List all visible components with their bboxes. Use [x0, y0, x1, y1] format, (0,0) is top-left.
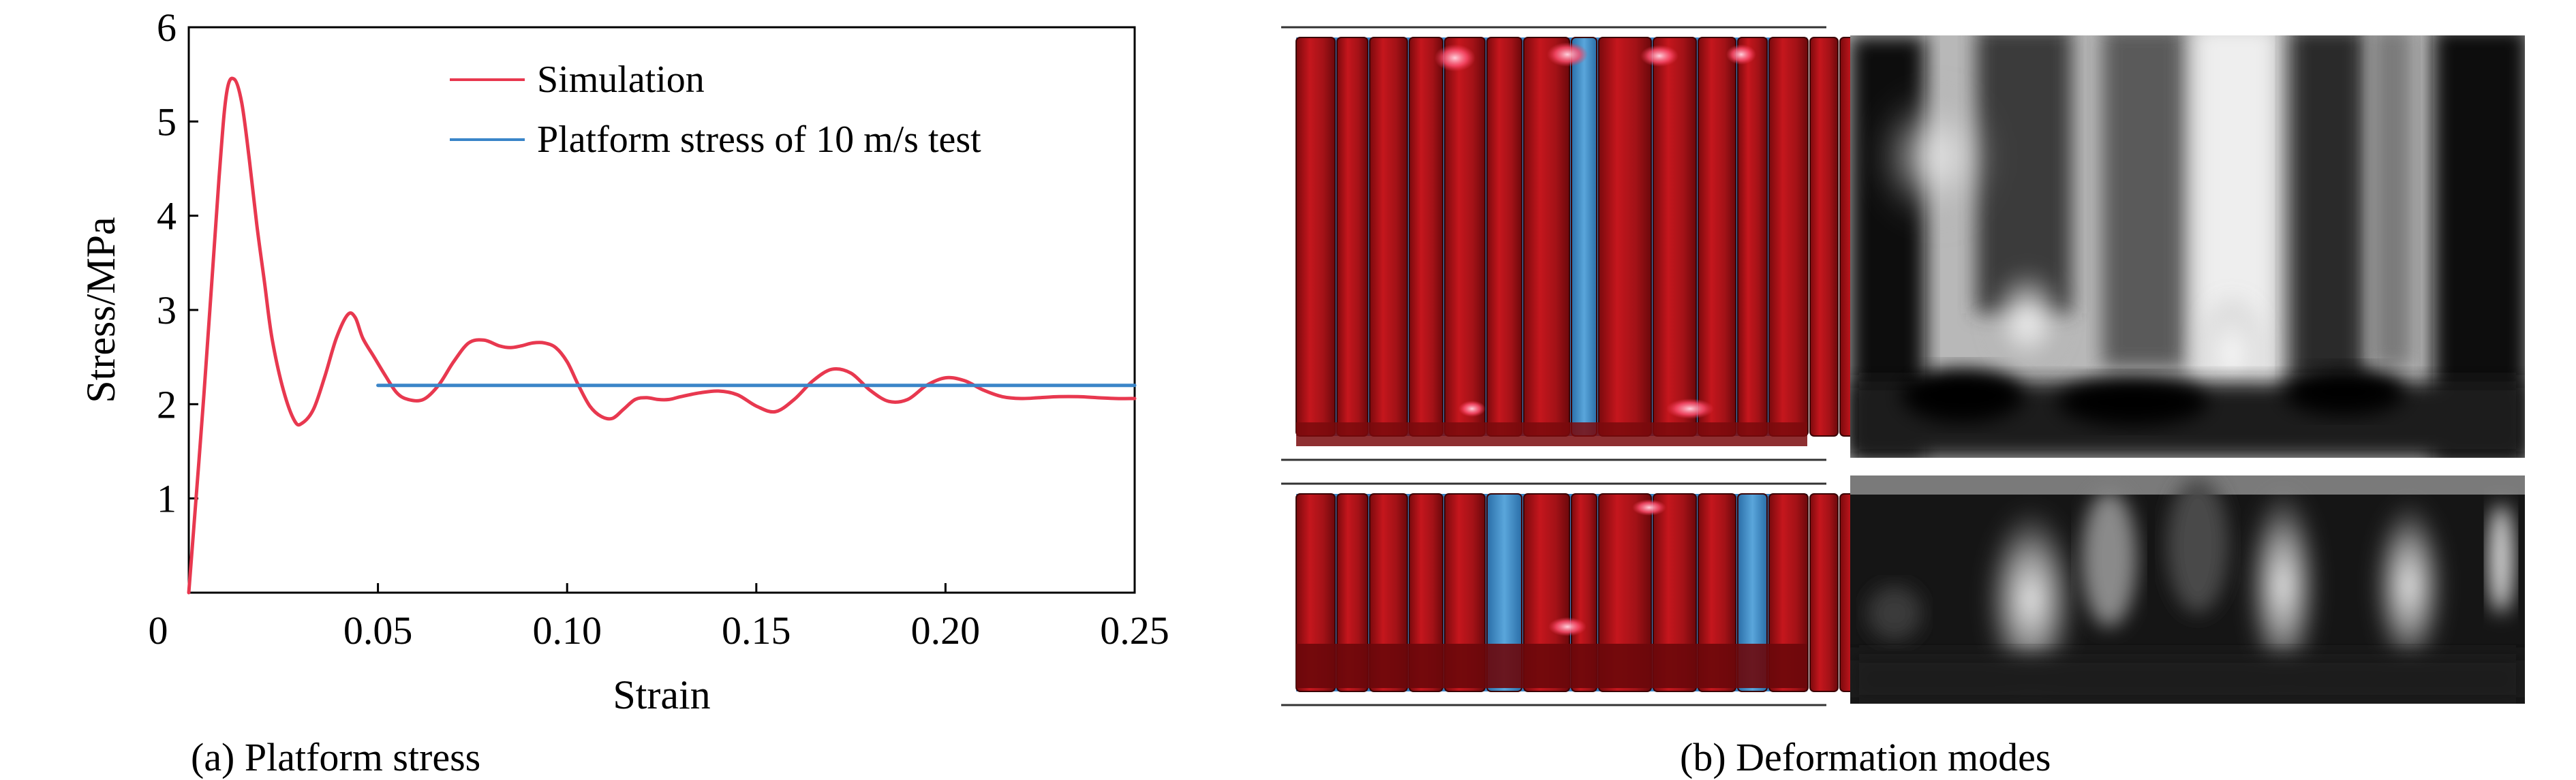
- y-tick-label: 4: [157, 194, 177, 238]
- experiment-image-top: [1850, 35, 2525, 458]
- cell-wall-strip: [1444, 37, 1486, 437]
- y-axis-ticks: 1 2 3 4 5 6 0: [149, 5, 198, 653]
- cell-wall-strip: [1486, 37, 1522, 437]
- cell-wall-strip: [1809, 37, 1839, 437]
- cell-wall-strip: [1295, 493, 1336, 692]
- simulation-series-line: [187, 76, 1137, 595]
- x-tick-label: 0.20: [911, 608, 981, 653]
- cell-wall-strip: [1598, 493, 1652, 692]
- deformation-modes-panel: [1281, 26, 2525, 706]
- cell-wall-strip: [1598, 37, 1652, 437]
- panel-b-caption: (b) Deformation modes: [1680, 735, 2051, 779]
- y-tick-label: 2: [157, 382, 177, 426]
- x-axis-label: Strain: [613, 672, 710, 717]
- cell-wall-strip: [1409, 493, 1443, 692]
- cell-wall-strips: [1295, 493, 1874, 692]
- cell-wall-strip: [1369, 493, 1408, 692]
- cell-wall-strip: [1809, 493, 1839, 692]
- legend-label-simulation: Simulation: [537, 59, 705, 101]
- stress-strain-chart: 1 2 3 4 5 6 0 0.05 0.10 0.15 0.20 0.25 Strain Stre…: [78, 5, 1169, 717]
- origin-tick-label: 0: [149, 608, 168, 653]
- cell-wall-strip: [1523, 493, 1570, 692]
- experiment-image-bottom: [1850, 475, 2525, 704]
- cell-wall-strip: [1698, 37, 1736, 437]
- cell-wall-strip: [1737, 493, 1768, 692]
- plot-frame: [187, 26, 1136, 594]
- cell-wall-strip: [1737, 37, 1768, 437]
- cell-wall-strip: [1409, 37, 1443, 437]
- cell-wall-strip: [1768, 493, 1809, 692]
- y-tick-label: 1: [157, 477, 177, 521]
- cell-wall-strip: [1653, 493, 1697, 692]
- y-axis-label: Stress/MPa: [78, 217, 123, 403]
- cell-wall-strip: [1444, 493, 1486, 692]
- cell-wall-strip: [1698, 493, 1736, 692]
- x-tick-label: 0.25: [1100, 608, 1169, 653]
- cell-wall-strip: [1571, 37, 1597, 437]
- x-axis-ticks: 0.05 0.10 0.15 0.20 0.25: [187, 583, 1169, 653]
- simulation-image-bottom: [1281, 482, 1874, 706]
- y-tick-label: 5: [157, 99, 177, 144]
- x-tick-label: 0.05: [343, 608, 413, 653]
- x-tick-label: 0.15: [722, 608, 791, 653]
- cell-wall-strip: [1369, 37, 1408, 437]
- x-tick-label: 0.10: [532, 608, 602, 653]
- panel-a-caption: (a) Platform stress: [191, 735, 481, 779]
- y-tick-label: 6: [157, 5, 177, 50]
- cell-wall-strips: [1295, 37, 1874, 437]
- cell-wall-strip: [1336, 493, 1368, 692]
- y-tick-label: 3: [157, 288, 177, 332]
- cell-wall-strip: [1571, 493, 1597, 692]
- legend: Simulation Platform stress of 10 m/s tes…: [450, 59, 981, 161]
- cell-wall-strip: [1653, 37, 1697, 437]
- cell-wall-strip: [1486, 493, 1522, 692]
- series-layer: [187, 76, 1137, 595]
- cell-wall-strip: [1295, 37, 1336, 437]
- cell-wall-strip: [1523, 37, 1570, 437]
- cell-wall-strip: [1768, 37, 1809, 437]
- cell-wall-strip: [1336, 37, 1368, 437]
- simulation-image-top: [1281, 26, 1874, 461]
- legend-label-platform-stress: Platform stress of 10 m/s test: [537, 119, 981, 161]
